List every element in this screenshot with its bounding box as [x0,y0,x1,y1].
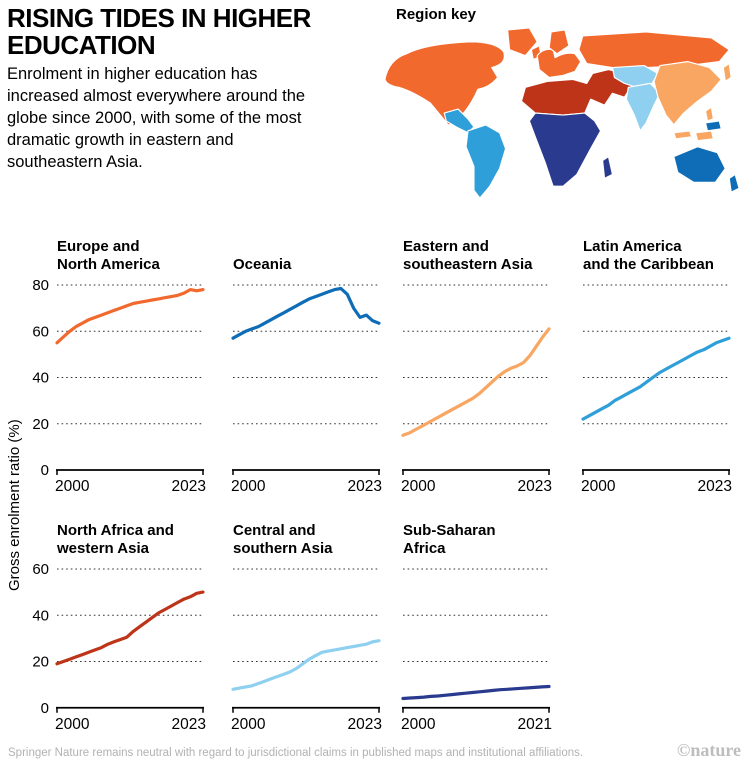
svg-text:40: 40 [32,607,49,624]
chart-title: Europe and North America [57,237,160,274]
nature-logo: ©nature [676,740,741,760]
map-region-sub-saharan-africa [528,112,602,187]
map-region-east-se-asia [653,61,722,126]
svg-text:2000: 2000 [401,478,436,495]
chart-title: Eastern and southeastern Asia [403,237,533,274]
map-region-japan [722,62,732,82]
page-subtitle: Enrolment in higher education has increa… [7,65,306,171]
map-region-europe [536,48,582,79]
line-chart: 2000 2023 [401,284,552,495]
chart-plot: 2000 2023 [581,281,739,498]
map-region-indonesia-west [673,130,693,140]
chart-title: Central and southern Asia [233,521,333,558]
map-region-australia [673,146,726,183]
region-key-label: Region key [396,6,477,23]
map-region-scandinavia [548,29,570,55]
chart-oceania: Oceania 2000 2023 [231,229,389,498]
chart-latin-america-caribbean: Latin America and the Caribbean 2000 2023 [581,229,739,498]
chart-plot: 2000 2023 [231,565,389,736]
svg-text:0: 0 [41,700,49,717]
svg-text:40: 40 [32,370,49,387]
chart-title: Sub-Saharan Africa [403,521,496,558]
chart-title: Latin America and the Caribbean [583,237,714,274]
chart-plot: 0 20 40 60 2000 2023 [32,561,213,736]
svg-text:0: 0 [41,462,49,479]
chart-plot: 0 20 40 60 80 2000 2023 [32,277,213,498]
svg-text:2023: 2023 [348,478,382,495]
chart-north-africa-western-asia: North Africa and western Asia 0 20 40 60 200… [32,519,213,736]
map-region-greenland [506,27,538,57]
map-region-south-america [465,124,507,199]
line-chart: 2000 2023 [581,284,732,495]
map-region-indonesia-east [694,130,714,142]
svg-text:2000: 2000 [401,716,436,733]
world-map [378,24,746,217]
svg-text:2000: 2000 [231,478,266,495]
map-region-russia [578,31,730,69]
svg-text:2023: 2023 [518,478,552,495]
svg-text:60: 60 [32,323,49,340]
svg-text:2023: 2023 [172,478,206,495]
svg-text:2000: 2000 [581,478,616,495]
world-map-svg [384,27,740,199]
y-axis-label: Gross enrolment ratio (%) [6,419,23,591]
svg-text:80: 80 [32,277,49,294]
line-chart: 2000 2021 [401,568,552,733]
svg-text:2023: 2023 [698,478,732,495]
svg-text:2023: 2023 [348,716,382,733]
svg-text:2000: 2000 [55,478,90,495]
map-region-new-guinea [704,120,722,132]
map-region-new-zealand [728,173,740,193]
map-region-madagascar [601,155,614,179]
footer-note: Springer Nature remains neutral with reg… [8,747,584,759]
svg-text:2021: 2021 [518,716,552,733]
svg-text:20: 20 [32,654,49,671]
chart-europe-north-america: Europe and North America 0 20 40 60 80 2000 20… [32,229,213,498]
map-region-southern-asia [625,82,661,132]
svg-text:2000: 2000 [231,716,266,733]
svg-text:2023: 2023 [172,716,206,733]
chart-central-southern-asia: Central and southern Asia 2000 2023 [231,519,389,736]
chart-title: Oceania [233,256,292,274]
map-region-north-america [384,41,505,126]
svg-text:2000: 2000 [55,716,90,733]
line-chart: 0 20 40 60 80 2000 2023 [32,277,206,495]
line-chart: 0 20 40 60 2000 2023 [32,561,206,733]
line-chart: 2000 2023 [231,284,382,495]
svg-text:20: 20 [32,416,49,433]
line-chart: 2000 2023 [231,568,382,733]
page-title: RISING TIDES IN HIGHER EDUCATION [7,3,311,60]
chart-plot: 2000 2021 [401,565,559,736]
chart-eastern-southeastern-asia: Eastern and southeastern Asia 2000 2023 [401,229,559,498]
svg-text:60: 60 [32,561,49,578]
chart-plot: 2000 2023 [401,281,559,498]
chart-title: North Africa and western Asia [57,521,174,558]
map-region-philippines [704,106,714,122]
chart-sub-saharan-africa: Sub-Saharan Africa 2000 2021 [401,519,559,736]
chart-plot: 2000 2023 [231,281,389,498]
map-region-central-america [443,108,475,134]
